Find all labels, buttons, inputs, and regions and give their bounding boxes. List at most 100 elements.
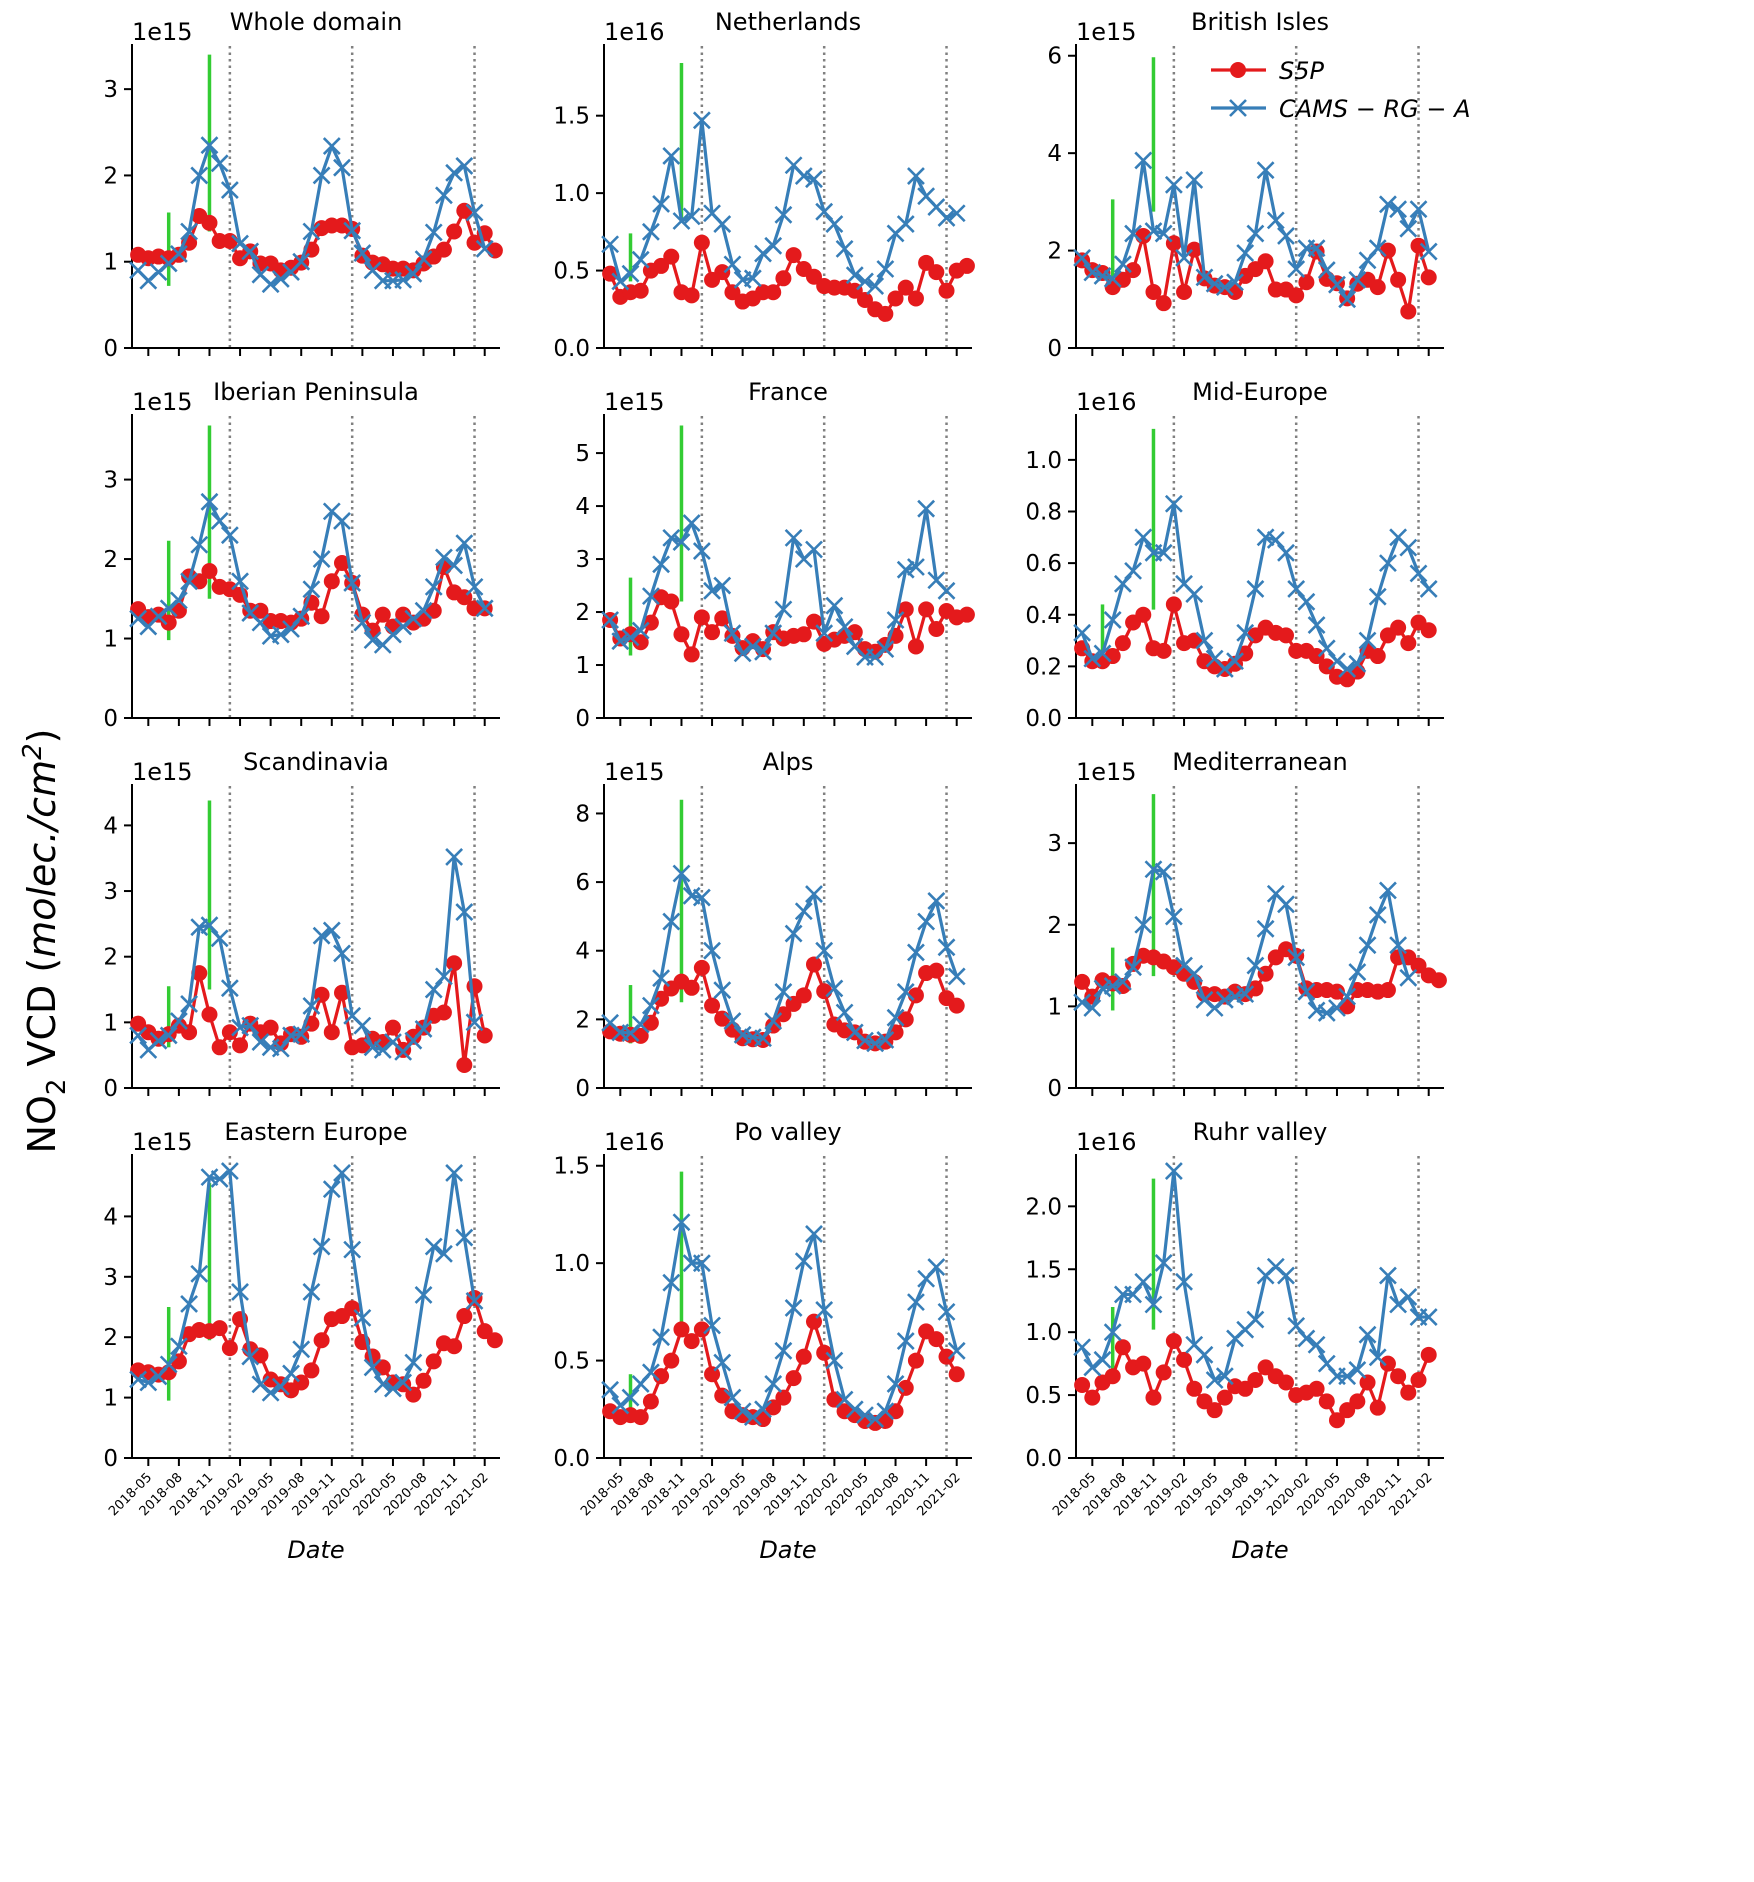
cams-point xyxy=(754,244,772,263)
cams-point xyxy=(784,1299,803,1317)
cams-point xyxy=(927,892,946,910)
cams-point xyxy=(641,996,660,1015)
y-tick-label: 0 xyxy=(103,1076,118,1102)
cams-point xyxy=(1389,200,1408,219)
panel-iberian-peninsula: Iberian Peninsula 1e15 0 1 2 3 xyxy=(103,378,500,732)
cams-point xyxy=(343,1240,362,1259)
cams-point xyxy=(805,885,823,904)
cams-point xyxy=(1246,224,1265,243)
cams-point xyxy=(455,1228,474,1247)
s5p-point xyxy=(1369,1399,1386,1416)
legend-item: S5P xyxy=(1211,57,1325,85)
cams-point xyxy=(282,620,300,638)
y-scale-offset: 1e16 xyxy=(604,1128,665,1156)
cams-point xyxy=(210,154,229,173)
cams-point xyxy=(445,1163,464,1182)
panel-title: Mediterranean xyxy=(1172,748,1347,776)
cams-point xyxy=(302,580,321,599)
s5p-point xyxy=(425,1353,442,1370)
cams-point xyxy=(1256,161,1275,180)
ylabel-close: ) xyxy=(20,729,64,744)
cams-point xyxy=(1358,936,1377,955)
cams-point xyxy=(774,205,793,224)
cams-point xyxy=(251,1033,270,1051)
s5p-point xyxy=(1277,627,1294,644)
cams-point xyxy=(384,625,402,644)
cams-point xyxy=(159,1026,178,1045)
cams-point xyxy=(435,548,453,567)
cams-point xyxy=(601,1380,620,1399)
cams-point xyxy=(282,1364,300,1383)
y-tick-label: 4 xyxy=(575,494,590,520)
cams-point xyxy=(1226,652,1244,671)
s5p-point xyxy=(693,959,710,976)
cams-point xyxy=(907,943,925,962)
y-tick-label: 2 xyxy=(575,1007,590,1033)
cams-point xyxy=(1419,242,1438,261)
s5p-point xyxy=(486,1332,503,1349)
s5p-point xyxy=(928,1331,945,1348)
cams-point xyxy=(353,244,372,263)
legend-label: CAMS − RG − A xyxy=(1279,95,1471,123)
cams-point xyxy=(1205,274,1224,293)
cams-point xyxy=(445,847,464,866)
cams-point xyxy=(180,222,199,241)
cams-point xyxy=(713,576,732,595)
panel-po-valley: Po valley1e160.00.51.01.52018-052018-082… xyxy=(553,1118,972,1564)
cams-point xyxy=(1287,580,1306,598)
s5p-point xyxy=(897,279,914,296)
cams-point xyxy=(1409,200,1428,219)
cams-point xyxy=(180,1295,199,1313)
cams-point xyxy=(1175,248,1193,267)
s5p-point xyxy=(456,1308,473,1325)
cams-point xyxy=(1379,554,1397,573)
s5p-point xyxy=(1349,1393,1366,1410)
cams-point xyxy=(210,1170,229,1188)
y-scale-offset: 1e15 xyxy=(604,388,665,416)
cams-point xyxy=(1256,919,1275,938)
cams-point xyxy=(835,617,854,636)
s5p-point xyxy=(1410,957,1427,974)
cams-point xyxy=(231,572,249,591)
cams-point xyxy=(652,1328,671,1347)
cams-point xyxy=(353,613,372,632)
s5p-point xyxy=(918,601,935,618)
cams-point xyxy=(1287,1316,1306,1335)
x-axis-label: Date xyxy=(1231,1536,1288,1564)
s5p-point xyxy=(826,1391,843,1408)
cams-point xyxy=(652,195,671,213)
s5p-point xyxy=(323,1024,340,1041)
cams-point xyxy=(322,1180,341,1199)
cams-point xyxy=(424,980,443,999)
cams-point xyxy=(1379,195,1397,214)
s5p-point xyxy=(653,990,670,1007)
y-tick-label: 0 xyxy=(575,1076,590,1102)
cams-point xyxy=(373,1375,392,1394)
y-tick-label: 0.6 xyxy=(1025,551,1062,577)
cams-point xyxy=(180,572,199,591)
y-scale-offset: 1e16 xyxy=(1076,1128,1137,1156)
cams-point xyxy=(1103,977,1122,995)
s5p-point xyxy=(191,573,208,590)
s5p-point xyxy=(1390,619,1407,636)
panel-title: Po valley xyxy=(734,1118,841,1146)
y-tick-label: 3 xyxy=(1047,831,1062,857)
cams-point xyxy=(231,234,249,253)
s5p-point xyxy=(775,1006,792,1023)
y-tick-label: 8 xyxy=(575,801,590,827)
s5p-point xyxy=(775,270,792,287)
s5p-point xyxy=(1400,635,1417,652)
y-tick-label: 1.5 xyxy=(553,104,590,130)
cams-point xyxy=(384,1379,402,1398)
s5p-point xyxy=(775,1389,792,1406)
cams-point xyxy=(692,111,711,130)
cams-point xyxy=(682,207,701,226)
cams-point xyxy=(1215,278,1234,297)
cams-point xyxy=(1226,987,1244,1006)
cams-point xyxy=(1379,1266,1397,1285)
cams-point xyxy=(1348,270,1367,289)
cams-point xyxy=(886,611,905,629)
cams-line xyxy=(136,855,477,1054)
y-tick-label: 1 xyxy=(103,627,118,653)
cams-point xyxy=(1297,982,1316,1001)
